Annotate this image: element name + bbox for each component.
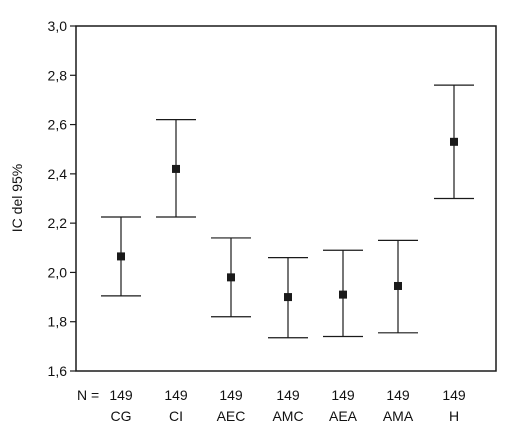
error-bar-series [101,84,474,339]
y-tick-label: 2,8 [48,67,68,83]
category-label: H [449,408,459,424]
error-bar-group [156,119,196,218]
error-bar-group [211,237,251,318]
mean-marker [172,164,180,173]
n-prefix-label: N = [77,387,99,403]
n-count-label: 149 [331,387,355,403]
y-tick-label: 1,6 [48,363,68,379]
error-bar-group [268,257,308,339]
x-axis: 149 CG 149 CI 149 AEC 149 AMC 149 AEA 149 AMA 149 H [109,387,466,424]
n-count-label: 149 [386,387,410,403]
y-axis: 1,6 1,8 2,0 2,2 2,4 2,6 2,8 3,0 [48,18,76,379]
n-count-label: 149 [276,387,300,403]
y-tick-label: 2,6 [48,117,68,133]
y-tick-label: 2,4 [48,166,68,182]
n-count-label: 149 [164,387,188,403]
y-tick-label: 2,0 [48,264,68,280]
mean-marker [339,290,347,299]
mean-marker [394,281,402,290]
n-count-label: 149 [109,387,133,403]
error-bar-group [434,84,474,200]
y-tick-label: 1,8 [48,314,68,330]
mean-marker [450,137,458,146]
y-tick-label: 2,2 [48,215,68,231]
category-label: CG [111,408,132,424]
error-bar-group [323,249,363,338]
mean-marker [227,273,235,282]
category-label: AEA [329,408,358,424]
y-axis-title: IC del 95% [9,164,25,232]
mean-marker [284,293,292,302]
plot-frame [75,25,497,372]
category-label: AEC [217,408,246,424]
error-bar-group [101,216,141,297]
category-label: CI [169,408,183,424]
n-count-label: 149 [442,387,466,403]
n-count-label: 149 [219,387,243,403]
mean-marker [117,252,125,261]
error-bar-group [378,239,418,334]
category-label: AMC [272,408,303,424]
y-tick-label: 3,0 [48,18,68,34]
category-label: AMA [383,408,414,424]
